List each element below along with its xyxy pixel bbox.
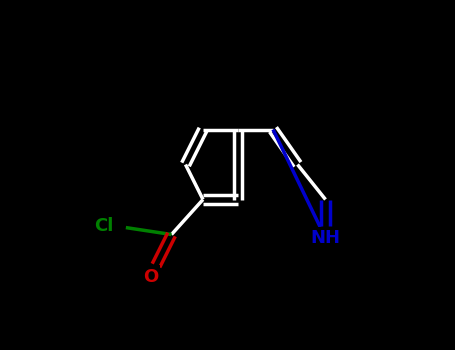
Text: O: O: [143, 267, 158, 286]
Text: NH: NH: [310, 229, 340, 247]
Text: Cl: Cl: [94, 217, 114, 235]
